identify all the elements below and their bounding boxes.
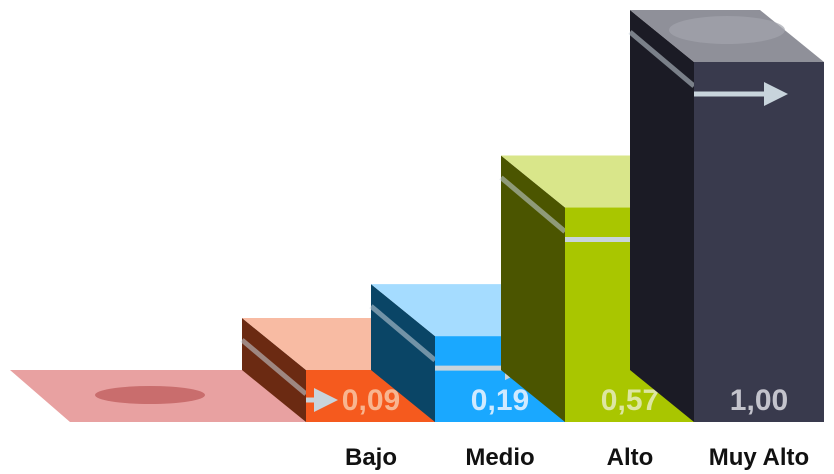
category-label: Medio [465,444,534,471]
category-label: Muy Alto [709,444,809,471]
bars: 0,09 0,19 0,57 1,00 [242,10,824,422]
bar-muy-alto [630,10,824,422]
category-labels: Bajo Medio Alto Muy Alto [345,444,809,471]
bar-side-face [630,10,694,422]
value-label: 1,00 [730,384,788,417]
floor-ellipse [95,386,205,404]
category-label: Bajo [345,444,397,471]
bar-top-ellipse [669,16,785,44]
bar-front-face [694,62,824,422]
value-label: 0,19 [471,384,529,417]
value-label: 0,57 [601,384,659,417]
value-label: 0,09 [342,384,400,417]
category-label: Alto [607,444,654,471]
